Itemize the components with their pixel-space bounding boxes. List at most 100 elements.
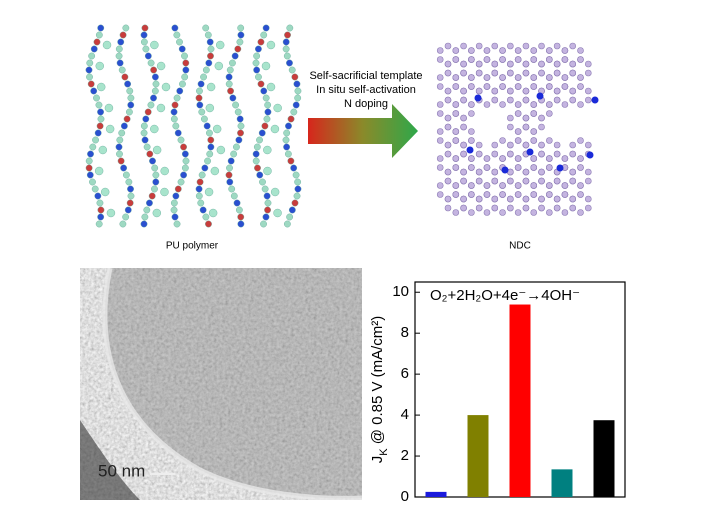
atom [468, 110, 475, 117]
atom [230, 150, 238, 158]
atom [273, 208, 282, 218]
atom [151, 73, 159, 81]
atom [237, 213, 245, 221]
atom [452, 182, 460, 189]
atom [170, 115, 178, 123]
atom [252, 150, 260, 158]
atom [181, 73, 189, 81]
atom [452, 101, 460, 108]
atom [176, 87, 184, 95]
atom [436, 83, 444, 90]
atom [577, 74, 584, 81]
atom [255, 45, 262, 53]
atom [444, 114, 452, 122]
atom [584, 168, 592, 176]
atom [292, 101, 300, 109]
atom [491, 195, 499, 203]
atom [293, 192, 301, 200]
atom [115, 143, 123, 151]
atom [119, 31, 127, 39]
atom [507, 195, 514, 203]
atom [262, 94, 270, 102]
atom [152, 208, 162, 218]
atom [205, 59, 213, 67]
atom [256, 171, 264, 179]
atom [444, 195, 452, 203]
atom [176, 38, 183, 46]
atom [546, 155, 553, 162]
atom [266, 40, 276, 50]
atom [156, 61, 166, 71]
atom [499, 155, 506, 162]
atom [499, 47, 506, 54]
atom [86, 59, 94, 67]
atom [530, 56, 538, 63]
atom [142, 45, 150, 53]
atom [514, 101, 522, 108]
atom [444, 69, 452, 77]
atom [140, 38, 148, 46]
atom [207, 143, 215, 151]
atom [483, 209, 491, 216]
atom [460, 60, 467, 68]
atom [283, 129, 291, 137]
atom [263, 145, 272, 155]
atom [553, 177, 561, 185]
atom [530, 182, 538, 189]
atom [121, 73, 129, 81]
atom [142, 115, 150, 123]
atom [231, 52, 239, 60]
atom [530, 74, 538, 81]
atom [206, 82, 216, 92]
atom [205, 103, 215, 113]
atom [294, 87, 302, 95]
atom [234, 108, 242, 116]
atom [569, 177, 577, 185]
atom [546, 164, 553, 171]
atom [198, 171, 206, 179]
atom [253, 52, 261, 60]
atom [88, 52, 96, 60]
atom [514, 137, 522, 144]
atom [264, 206, 271, 214]
atom [538, 141, 545, 149]
atom [140, 220, 148, 228]
atom [177, 178, 185, 186]
atom [94, 166, 104, 176]
atom [197, 80, 205, 88]
y-tick-label: 8 [401, 324, 409, 341]
atom [475, 60, 483, 68]
atom [569, 150, 577, 158]
atom [234, 45, 242, 53]
atom [201, 115, 208, 123]
atom [436, 110, 444, 117]
atom [117, 157, 125, 165]
atom [233, 143, 240, 151]
atom [235, 136, 243, 144]
atom [584, 69, 592, 77]
atom [514, 128, 522, 135]
atom [97, 24, 105, 32]
atom [499, 182, 506, 189]
atom [257, 38, 265, 46]
atom [150, 124, 159, 134]
atom [171, 101, 179, 109]
atom [105, 124, 115, 134]
atom [180, 143, 187, 151]
atom [530, 137, 538, 144]
atom [294, 94, 302, 102]
atom [436, 47, 444, 54]
atom [93, 38, 101, 46]
atom [170, 108, 178, 116]
atom [491, 177, 499, 185]
atom [94, 192, 102, 200]
atom [96, 199, 104, 207]
atom [553, 87, 561, 95]
atom [124, 80, 132, 88]
atom [507, 177, 514, 185]
arrow-text: Self-sacrificial template [309, 70, 422, 82]
atom [522, 69, 530, 77]
atom [286, 59, 293, 67]
atom [452, 56, 460, 63]
atom [152, 145, 162, 155]
